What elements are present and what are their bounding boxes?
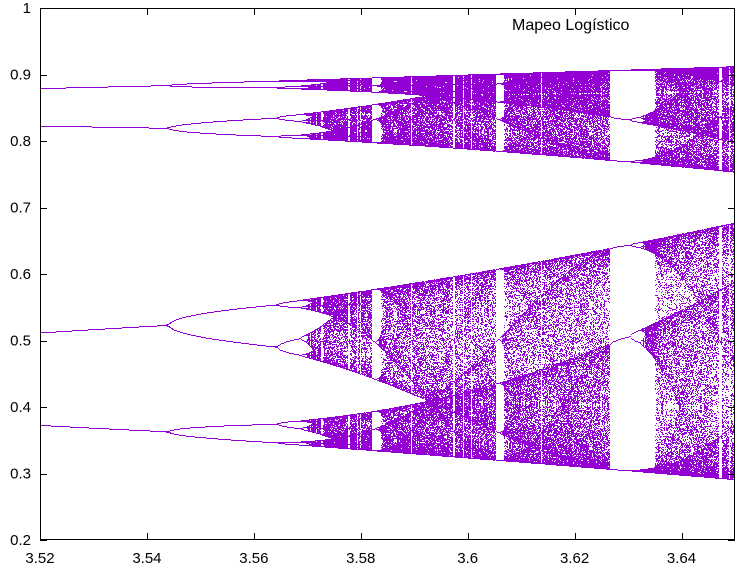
x-tick-label: 3.6 bbox=[457, 550, 478, 567]
x-tick-label: 3.56 bbox=[239, 550, 268, 567]
y-tick-label: 0.4 bbox=[10, 399, 31, 416]
x-tick-label: 3.52 bbox=[25, 550, 54, 567]
y-tick-label: 0.8 bbox=[10, 133, 31, 150]
x-tick-label: 3.54 bbox=[132, 550, 161, 567]
y-tick-label: 0.7 bbox=[10, 200, 31, 217]
y-axis-tick-labels: 0.2 0.3 0.4 0.5 0.6 0.7 0.8 0.9 1 bbox=[10, 0, 31, 549]
y-tick-label: 0.9 bbox=[10, 67, 31, 84]
x-axis-tick-labels: 3.52 3.54 3.56 3.58 3.6 3.62 3.64 bbox=[25, 550, 696, 567]
y-tick-label: 0.3 bbox=[10, 466, 31, 483]
x-tick-label: 3.58 bbox=[346, 550, 375, 567]
bifurcation-points bbox=[40, 66, 735, 480]
x-tick-label: 3.64 bbox=[667, 550, 696, 567]
bifurcation-series-points bbox=[40, 66, 735, 480]
chart-title: Mapeo Logístico bbox=[512, 17, 630, 34]
y-tick-label: 1 bbox=[23, 0, 31, 17]
y-tick-label: 0.5 bbox=[10, 333, 31, 350]
y-tick-label: 0.6 bbox=[10, 266, 31, 283]
x-tick-label: 3.62 bbox=[560, 550, 589, 567]
y-tick-label: 0.2 bbox=[10, 532, 31, 549]
